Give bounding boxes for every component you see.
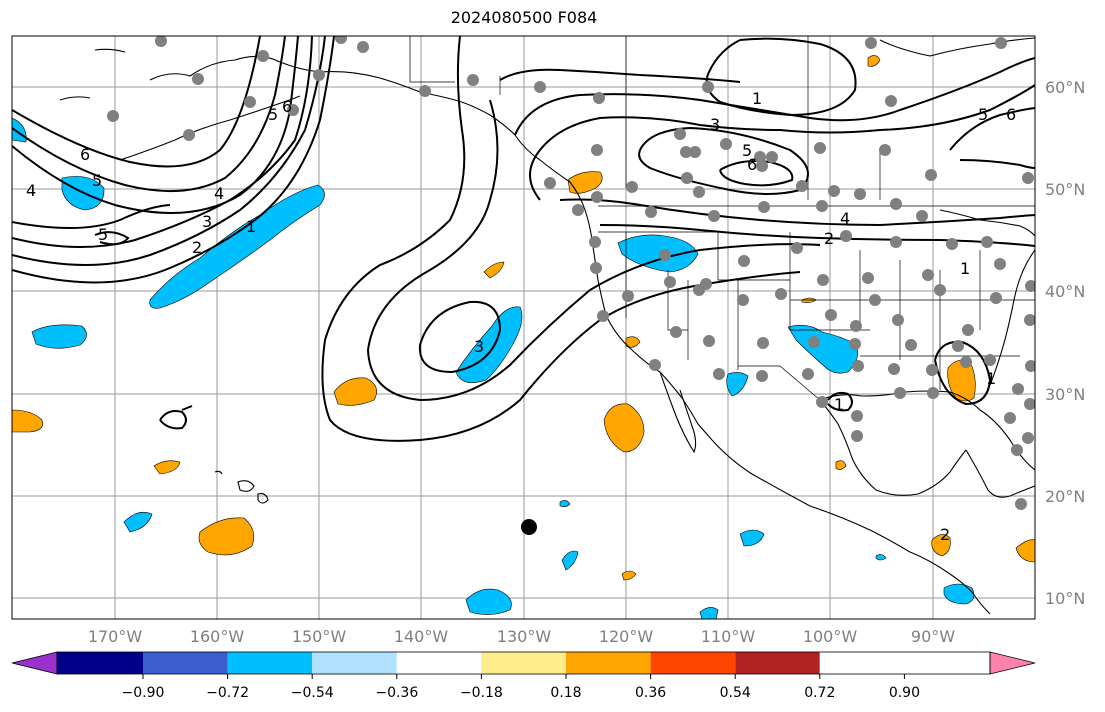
contour-label: 2 [940, 525, 950, 544]
contour-label: 1 [246, 217, 256, 236]
contour-label: 1 [752, 89, 762, 108]
contour-label: 5 [978, 105, 988, 124]
colorbar-tick-label: 0.90 [889, 685, 920, 701]
colorbar-swatch [566, 652, 651, 674]
colorbar-tick-label: 0.18 [550, 685, 581, 701]
colorbar-tick-label: −0.90 [122, 685, 165, 701]
colorbar-swatch [143, 652, 228, 674]
contour-label: 3 [202, 212, 212, 231]
map-frame [11, 35, 1036, 620]
colorbar-right-extend [989, 651, 1036, 675]
lon-label: 110°W [701, 627, 756, 646]
colorbar-swatch [396, 652, 482, 674]
contour-label: 4 [840, 209, 850, 228]
longitude-labels: 170°W 160°W 150°W 140°W 130°W 120°W 110°… [88, 627, 955, 646]
negative-anomaly-fills [12, 117, 975, 619]
contour-label: 5 [92, 171, 102, 190]
colorbar-swatch [650, 652, 736, 674]
contour-label: 5 [268, 105, 278, 124]
contour-label: 6 [80, 145, 90, 164]
contour-label: 6 [1006, 105, 1016, 124]
station-dots [107, 36, 1035, 510]
lat-label: 40°N [1045, 282, 1085, 301]
position-marker [521, 519, 537, 535]
colorbar-tick-label: −0.54 [291, 685, 334, 701]
contour-label: 4 [214, 184, 224, 203]
lat-label: 50°N [1045, 180, 1085, 199]
lat-label: 30°N [1045, 385, 1085, 404]
colorbar-swatch [312, 652, 397, 674]
contour-label: 5 [98, 225, 108, 244]
colorbar-tick-label: −0.36 [375, 685, 418, 701]
lat-label: 20°N [1045, 487, 1085, 506]
lon-label: 170°W [88, 627, 143, 646]
colorbar-swatch [227, 652, 313, 674]
positive-anomaly-fills [12, 55, 1035, 581]
contour-label: 4 [26, 181, 36, 200]
colorbar-tick-label: 0.36 [635, 685, 666, 701]
coastlines [59, 37, 1035, 615]
colorbar-tick-label: 0.72 [804, 685, 835, 701]
colorbar-swatch [481, 652, 566, 674]
contour-label: 1 [986, 369, 996, 388]
lon-label: 100°W [803, 627, 858, 646]
lat-label: 60°N [1045, 78, 1085, 97]
contour-label: 6 [282, 97, 292, 116]
contour-label: 2 [192, 238, 202, 257]
lon-label: 90°W [911, 627, 955, 646]
colorbar-tick-label: −0.72 [206, 685, 249, 701]
colorbar-outline [56, 651, 991, 675]
colorbar-swatch [735, 652, 820, 674]
contour-label: 1 [834, 395, 844, 414]
colorbar-swatch [819, 652, 905, 674]
contour-label: 6 [747, 155, 757, 174]
lon-label: 150°W [292, 627, 347, 646]
colorbar-tick-label: 0.54 [720, 685, 751, 701]
latitude-labels: 60°N 50°N 40°N 30°N 20°N 10°N [1045, 78, 1085, 608]
contour-labels: 6 5 4 5 4 3 2 1 3 5 6 1 3 5 6 4 2 1 1 1 … [26, 89, 1016, 544]
map-title: 2024080500 F084 [450, 8, 598, 27]
lat-label: 10°N [1045, 589, 1085, 608]
lon-label: 160°W [190, 627, 245, 646]
contour-label: 3 [474, 337, 484, 356]
colorbar-tick-label: −0.18 [460, 685, 503, 701]
colorbar: −0.90 −0.72 −0.54 −0.36 −0.18 0.18 0.36 0.54 0.7… [11, 651, 1036, 701]
contour-label: 1 [960, 259, 970, 278]
contour-label: 5 [742, 141, 752, 160]
lon-label: 130°W [497, 627, 552, 646]
contour-label: 2 [824, 229, 834, 248]
colorbar-left-extend [11, 651, 58, 675]
contour-label: 3 [710, 115, 720, 134]
colorbar-swatch [57, 652, 143, 674]
lon-label: 140°W [394, 627, 449, 646]
lon-label: 120°W [599, 627, 654, 646]
colorbar-swatch [904, 652, 990, 674]
